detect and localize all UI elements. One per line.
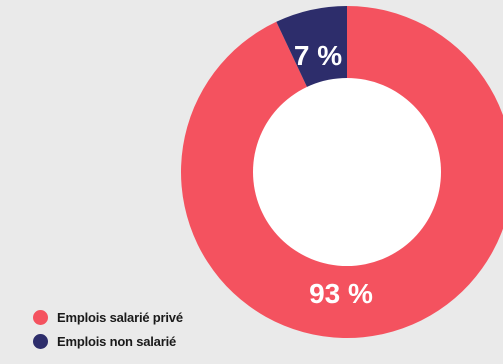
slice-labels: 93 % 7 % [294,40,373,309]
slice-label-private-employment: 93 % [309,278,373,309]
legend-item-non-salaried: Emplois non salarié [33,333,183,349]
legend-item-private-employment: Emplois salarié privé [33,309,183,325]
chart-legend: Emplois salarié privé Emplois non salari… [33,309,183,357]
legend-label-non-salaried: Emplois non salarié [57,333,177,349]
donut-hole [253,78,441,266]
legend-swatch-private-employment [33,309,48,325]
legend-swatch-non-salaried [33,333,48,349]
slice-label-non-salaried: 7 % [294,40,342,71]
legend-label-private-employment: Emplois salarié privé [57,309,183,325]
